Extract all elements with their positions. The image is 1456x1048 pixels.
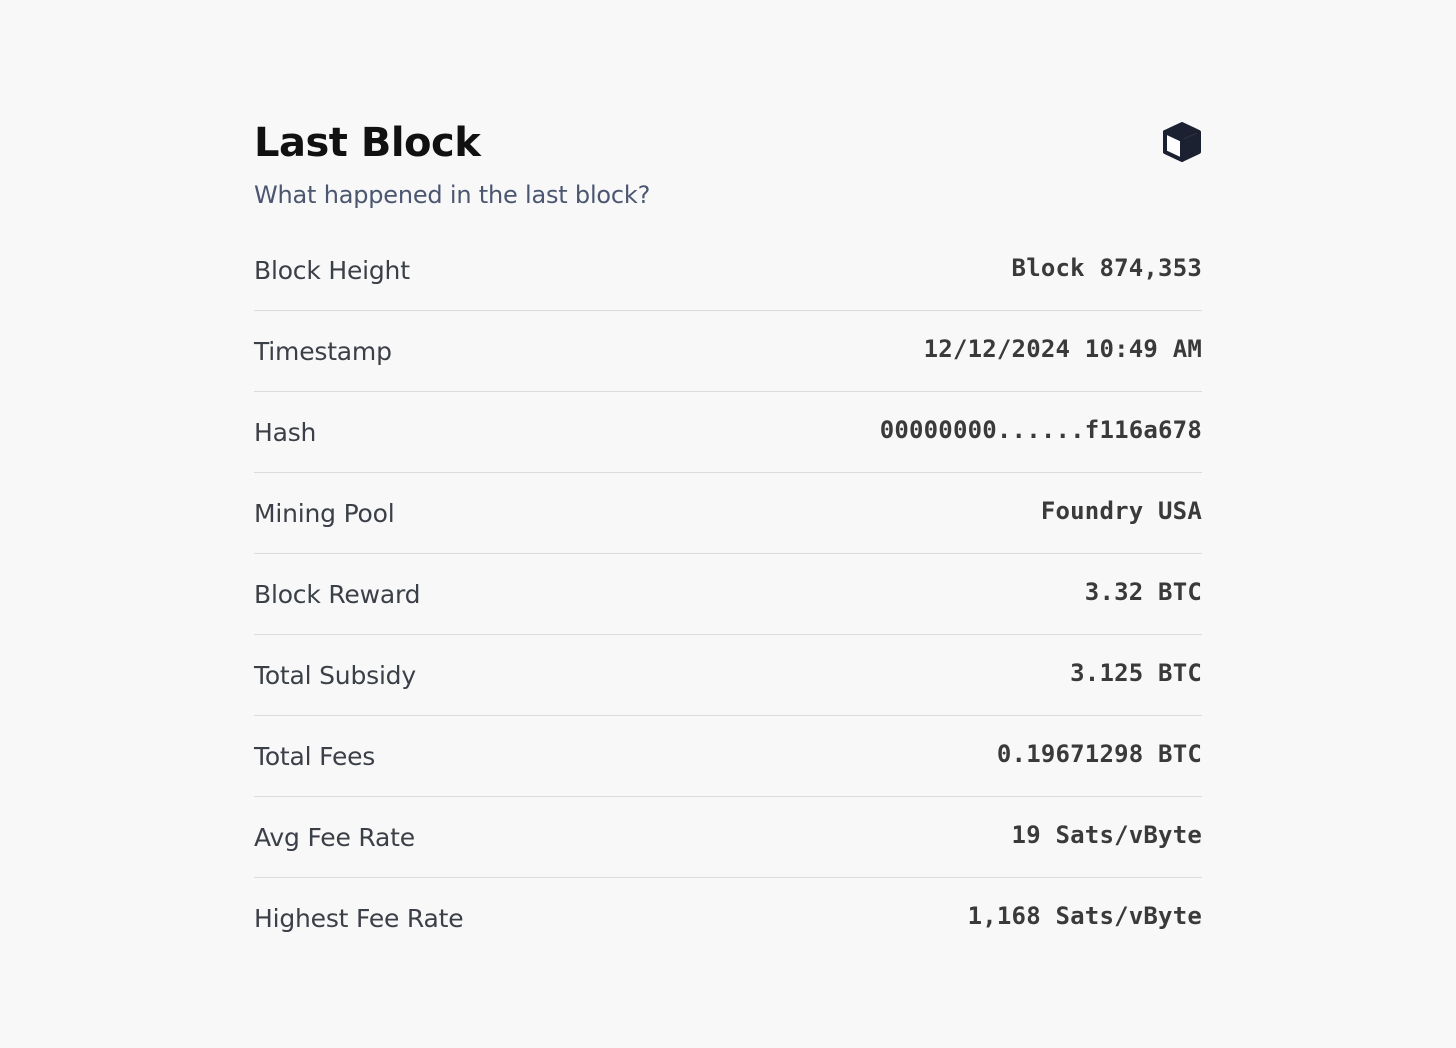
row-value: Block 874,353	[1011, 254, 1202, 282]
row-label: Hash	[254, 417, 317, 447]
row-label: Highest Fee Rate	[254, 903, 464, 933]
row-label: Block Height	[254, 255, 410, 285]
row-value: 00000000......f116a678	[879, 416, 1202, 444]
row-label: Mining Pool	[254, 498, 395, 528]
row-label: Block Reward	[254, 579, 421, 609]
row-block-height: Block Height Block 874,353	[254, 230, 1202, 311]
row-value: 12/12/2024 10:49 AM	[923, 335, 1202, 363]
cube-icon	[1163, 122, 1201, 162]
card-header: Last Block What happened in the last blo…	[254, 112, 1202, 230]
row-timestamp: Timestamp 12/12/2024 10:49 AM	[254, 311, 1202, 392]
row-highest-fee-rate: Highest Fee Rate 1,168 Sats/vByte	[254, 878, 1202, 958]
row-value: 19 Sats/vByte	[1011, 821, 1202, 849]
block-details-list: Block Height Block 874,353 Timestamp 12/…	[254, 230, 1202, 958]
row-hash: Hash 00000000......f116a678	[254, 392, 1202, 473]
row-avg-fee-rate: Avg Fee Rate 19 Sats/vByte	[254, 797, 1202, 878]
card-title: Last Block	[254, 120, 481, 166]
last-block-card: Last Block What happened in the last blo…	[254, 112, 1202, 958]
card-subtitle: What happened in the last block?	[254, 181, 651, 209]
row-value: Foundry USA	[1040, 497, 1202, 525]
row-total-subsidy: Total Subsidy 3.125 BTC	[254, 635, 1202, 716]
row-label: Total Subsidy	[254, 660, 416, 690]
row-value: 0.19671298 BTC	[996, 740, 1202, 768]
row-label: Total Fees	[254, 741, 376, 771]
row-block-reward: Block Reward 3.32 BTC	[254, 554, 1202, 635]
row-mining-pool: Mining Pool Foundry USA	[254, 473, 1202, 554]
row-label: Timestamp	[254, 336, 392, 366]
row-value: 3.125 BTC	[1070, 659, 1202, 687]
row-value: 3.32 BTC	[1084, 578, 1202, 606]
row-label: Avg Fee Rate	[254, 822, 415, 852]
row-total-fees: Total Fees 0.19671298 BTC	[254, 716, 1202, 797]
row-value: 1,168 Sats/vByte	[967, 902, 1202, 930]
